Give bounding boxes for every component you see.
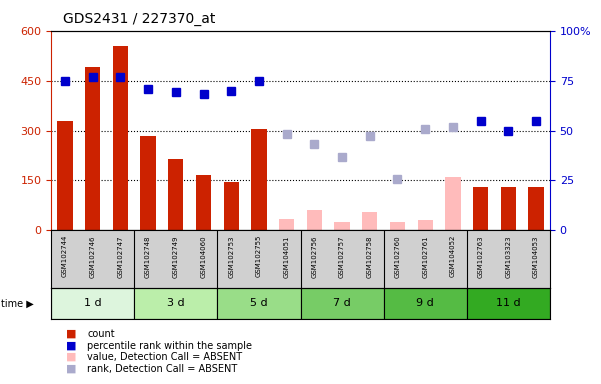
Text: GSM102760: GSM102760	[394, 235, 400, 278]
Bar	[334, 222, 350, 230]
Text: GSM102744: GSM102744	[62, 235, 68, 277]
Text: GSM102756: GSM102756	[311, 235, 317, 278]
Bar	[224, 182, 239, 230]
Bar	[528, 187, 544, 230]
Text: 9 d: 9 d	[416, 298, 434, 308]
Bar	[141, 136, 156, 230]
Bar	[445, 177, 460, 230]
Text: GSM102753: GSM102753	[228, 235, 234, 278]
Text: ■: ■	[66, 341, 76, 351]
Bar	[307, 210, 322, 230]
Text: time ▶: time ▶	[1, 298, 34, 308]
Bar	[251, 129, 267, 230]
Text: rank, Detection Call = ABSENT: rank, Detection Call = ABSENT	[87, 364, 237, 374]
Bar	[51, 288, 134, 319]
Bar	[57, 121, 73, 230]
Text: GSM102755: GSM102755	[256, 235, 262, 277]
Text: count: count	[87, 329, 115, 339]
Bar	[113, 46, 128, 230]
Text: GSM102749: GSM102749	[173, 235, 178, 278]
Bar	[467, 288, 550, 319]
Text: GSM104053: GSM104053	[533, 235, 539, 278]
Bar	[134, 288, 218, 319]
Bar	[300, 288, 383, 319]
Bar	[418, 220, 433, 230]
Bar	[501, 187, 516, 230]
Text: GSM102748: GSM102748	[145, 235, 151, 278]
Bar	[168, 159, 183, 230]
Bar	[218, 288, 300, 319]
Bar	[390, 222, 405, 230]
Text: ■: ■	[66, 352, 76, 362]
Text: GSM104052: GSM104052	[450, 235, 456, 277]
Text: GSM102746: GSM102746	[90, 235, 96, 278]
Text: GDS2431 / 227370_at: GDS2431 / 227370_at	[63, 12, 216, 25]
Text: GSM102761: GSM102761	[423, 235, 428, 278]
Text: GSM102747: GSM102747	[117, 235, 123, 278]
Text: 5 d: 5 d	[250, 298, 267, 308]
Bar	[383, 288, 467, 319]
Text: GSM102757: GSM102757	[339, 235, 345, 278]
Text: GSM103323: GSM103323	[505, 235, 511, 278]
Text: 11 d: 11 d	[496, 298, 520, 308]
Text: 7 d: 7 d	[333, 298, 351, 308]
Bar	[85, 67, 100, 230]
Text: percentile rank within the sample: percentile rank within the sample	[87, 341, 252, 351]
Bar	[473, 187, 488, 230]
Text: 3 d: 3 d	[167, 298, 185, 308]
Bar	[362, 212, 377, 230]
Text: 1 d: 1 d	[84, 298, 102, 308]
Bar	[279, 219, 294, 230]
Text: GSM104051: GSM104051	[284, 235, 290, 278]
Text: GSM102763: GSM102763	[478, 235, 484, 278]
Text: ■: ■	[66, 329, 76, 339]
Bar	[196, 175, 211, 230]
Text: ■: ■	[66, 364, 76, 374]
Text: GSM104060: GSM104060	[201, 235, 207, 278]
Text: GSM102758: GSM102758	[367, 235, 373, 278]
Text: value, Detection Call = ABSENT: value, Detection Call = ABSENT	[87, 352, 242, 362]
